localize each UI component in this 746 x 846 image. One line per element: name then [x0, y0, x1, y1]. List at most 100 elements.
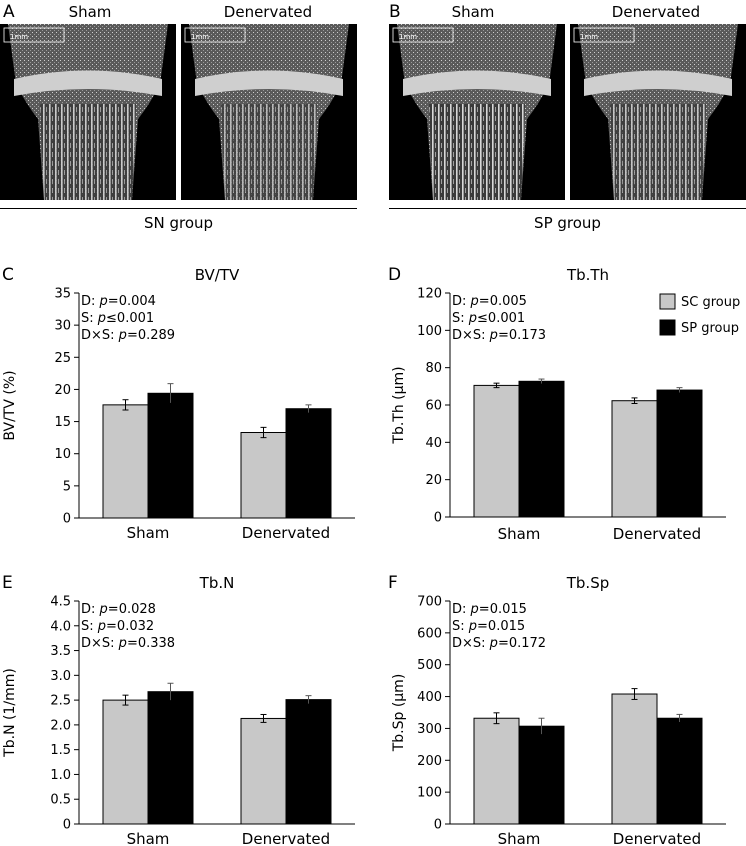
stat-annotation: D×S: p=0.289 [81, 328, 175, 343]
stat-annotation: S: p≤0.001 [452, 311, 525, 326]
y-tick-label: 300 [417, 722, 442, 737]
x-tick-label: Sham [127, 524, 170, 542]
stat-p: p [99, 602, 108, 617]
bar-sp-sham [147, 392, 194, 519]
y-tick-label: 20 [425, 473, 442, 488]
stat-value: ≤0.001 [106, 311, 154, 326]
stat-p: p [97, 619, 106, 634]
label-a-denervated: Denervated [223, 3, 313, 21]
stat-annotation: D: p=0.015 [452, 602, 527, 617]
bar-sc-denervated [611, 693, 658, 825]
stat-annotation: S: p=0.015 [452, 619, 525, 634]
bar-sc-sham [473, 717, 520, 825]
bone-rendering: 1mm [3, 24, 168, 200]
stat-prefix: D×S: [81, 636, 119, 651]
stat-p: p [118, 328, 127, 343]
scale-bar-text: 1mm [191, 33, 209, 41]
y-tick-label: 0.5 [50, 793, 71, 808]
stat-prefix: S: [452, 619, 469, 634]
stat-annotation: D: p=0.004 [81, 294, 156, 309]
x-tick-label: Sham [498, 830, 541, 846]
y-tick-label: 25 [54, 351, 71, 366]
y-tick-label: 30 [54, 319, 71, 334]
panel-letter-a: A [3, 2, 15, 22]
stat-prefix: D×S: [452, 328, 490, 343]
y-tick-label: 3.0 [50, 669, 71, 684]
stat-prefix: D: [81, 294, 100, 309]
bar-sp-sham [147, 691, 194, 825]
stat-p: p [99, 294, 108, 309]
y-tick-label: 60 [425, 399, 442, 414]
stat-value: =0.032 [106, 619, 154, 634]
chart-title: Tb.Sp [566, 574, 610, 592]
bar-sp-sham [518, 380, 565, 518]
stat-prefix: D: [452, 294, 471, 309]
y-tick-label: 0 [63, 512, 71, 527]
stat-value: =0.338 [127, 636, 175, 651]
group-label-sn: SN group [143, 214, 214, 232]
bar-sc-denervated [611, 400, 658, 518]
y-tick-label: 20 [54, 383, 71, 398]
bar-sc-sham [102, 699, 149, 825]
scale-bar-text: 1mm [580, 33, 598, 41]
legend-label: SC group [681, 295, 740, 310]
stat-p: p [470, 602, 479, 617]
y-tick-label: 0 [434, 511, 442, 526]
stat-p: p [468, 311, 477, 326]
stat-value: =0.173 [498, 328, 546, 343]
chart-tb-th: D Tb.Th Tb.Th (μm) 0 20 40 60 80 100 120 Sham Dener… [388, 265, 740, 543]
stat-p: p [118, 636, 127, 651]
x-tick-label: Denervated [242, 830, 330, 846]
y-axis-label: Tb.Sp (μm) [391, 674, 407, 753]
chart-title: Tb.N [199, 574, 235, 592]
y-tick-label: 200 [417, 754, 442, 769]
microct-image-sp-denervated: 1mm [570, 24, 746, 200]
y-axis-label: Tb.Th (μm) [391, 366, 407, 444]
stat-value: =0.015 [479, 602, 527, 617]
y-axis-label: BV/TV (%) [2, 370, 18, 440]
y-tick-label: 1.5 [50, 743, 71, 758]
y-tick-label: 4.0 [50, 619, 71, 634]
y-tick-label: 40 [425, 436, 442, 451]
y-tick-label: 400 [417, 690, 442, 705]
y-tick-label: 700 [417, 595, 442, 610]
x-tick-label: Sham [498, 525, 541, 543]
bar-sp-denervated [656, 389, 703, 518]
legend-swatch [659, 319, 676, 336]
bone-rendering: 1mm [184, 24, 349, 200]
stat-annotation: D: p=0.028 [81, 602, 156, 617]
scale-bar-text: 1mm [399, 33, 417, 41]
microct-image-sp-sham: 1mm [389, 24, 565, 200]
y-tick-label: 5 [63, 479, 71, 494]
microct-image-sn-denervated: 1mm [181, 24, 357, 200]
y-tick-label: 3.5 [50, 644, 71, 659]
x-tick-label: Sham [127, 830, 170, 846]
stat-p: p [470, 294, 479, 309]
group-label-sp: SP group [534, 214, 601, 232]
bar-sc-denervated [240, 432, 287, 519]
bone-rendering: 1mm [392, 24, 557, 200]
stat-value: =0.028 [108, 602, 156, 617]
stat-value: =0.172 [498, 636, 546, 651]
stat-prefix: S: [81, 619, 98, 634]
stat-annotation: D×S: p=0.172 [452, 636, 546, 651]
chart-title: Tb.Th [566, 266, 609, 284]
chart-tb-sp: F Tb.Sp Tb.Sp (μm) 0 100 200 300 400 500 600 700 Sh… [388, 573, 726, 846]
y-tick-label: 2.0 [50, 718, 71, 733]
bar-sc-sham [102, 404, 149, 519]
stat-prefix: S: [81, 311, 98, 326]
bar-sc-denervated [240, 717, 287, 825]
y-tick-label: 0 [434, 818, 442, 833]
panel-letter: E [2, 573, 13, 593]
panel-letter: F [388, 573, 398, 593]
scale-bar-text: 1mm [10, 33, 28, 41]
stat-prefix: D: [81, 602, 100, 617]
y-tick-label: 0 [63, 818, 71, 833]
legend-label: SP group [681, 321, 739, 336]
y-tick-label: 10 [54, 447, 71, 462]
y-tick-label: 35 [54, 287, 71, 302]
x-tick-label: Denervated [613, 525, 701, 543]
stat-p: p [468, 619, 477, 634]
label-b-sham: Sham [451, 3, 495, 21]
y-tick-label: 100 [417, 786, 442, 801]
